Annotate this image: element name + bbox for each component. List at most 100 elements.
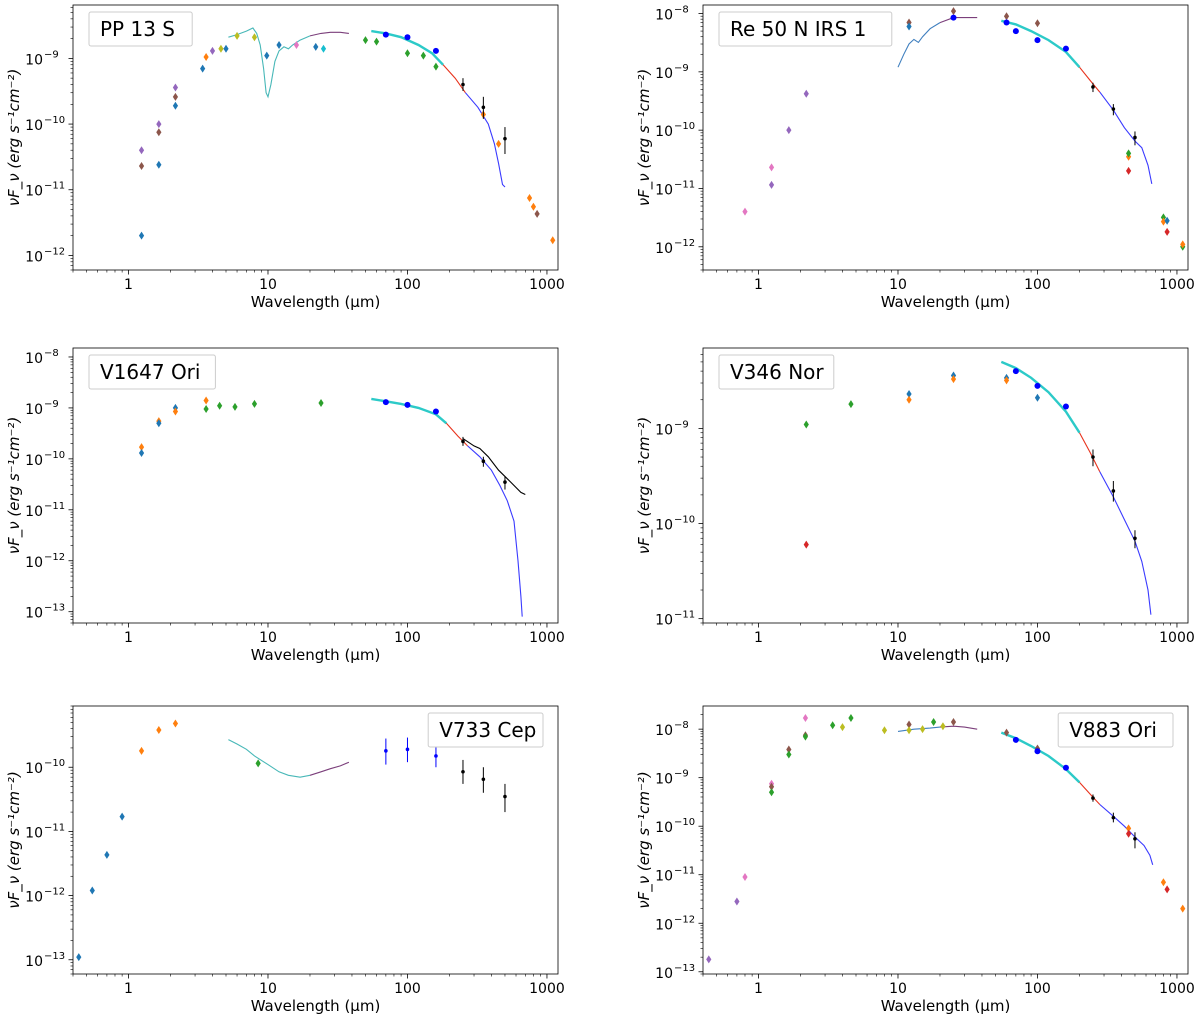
herschel-point xyxy=(432,47,439,54)
chart-title: Re 50 N IRS 1 xyxy=(730,17,866,41)
photometry-point xyxy=(906,395,912,404)
data-layer xyxy=(138,27,556,245)
photometry-point xyxy=(203,396,209,405)
x-tick-label: 1000 xyxy=(529,277,565,293)
chart-title: PP 13 S xyxy=(100,17,175,41)
photometry-point xyxy=(550,236,556,245)
y-tick-label: 10 xyxy=(25,402,43,418)
error-bar-point xyxy=(1133,536,1137,541)
herschel-point xyxy=(404,34,411,41)
y-tick-exponent: −11 xyxy=(44,501,65,512)
data-layer xyxy=(742,7,1186,251)
photometry-point xyxy=(293,40,300,49)
y-tick-exponent: −13 xyxy=(44,951,65,962)
error-bar-point xyxy=(1133,135,1137,140)
x-tick-label: 100 xyxy=(1024,277,1051,293)
y-tick-exponent: −10 xyxy=(674,515,695,526)
x-tick-label: 10 xyxy=(259,277,277,293)
y-tick-label: 10 xyxy=(655,66,673,82)
photometry-point xyxy=(534,209,540,218)
photometry-point xyxy=(1160,213,1167,222)
herschel-point xyxy=(950,14,957,21)
x-tick-label: 1000 xyxy=(529,981,565,997)
spectrum-line-1 xyxy=(897,22,941,68)
y-tick-exponent: −8 xyxy=(674,5,689,16)
y-tick-label: 10 xyxy=(25,118,43,134)
photometry-point xyxy=(1160,878,1167,887)
y-tick-exponent: −11 xyxy=(674,610,695,621)
y-axis-label: νF_ν (erg s⁻¹cm⁻²) xyxy=(635,771,654,909)
photometry-point xyxy=(848,713,854,722)
photometry-point xyxy=(203,405,209,414)
x-tick-label: 100 xyxy=(394,630,421,646)
x-axis-label: Wavelength (μm) xyxy=(881,646,1011,664)
photometry-point xyxy=(89,886,95,895)
error-bar-point xyxy=(481,105,486,110)
data-layer xyxy=(803,360,1152,615)
y-tick-label: 10 xyxy=(25,606,43,622)
herschel-point xyxy=(1062,764,1069,771)
x-tick-label: 10 xyxy=(259,981,277,997)
y-axis-label: νF_ν (erg s⁻¹cm⁻²) xyxy=(635,69,654,207)
error-bar-point xyxy=(461,769,465,774)
y-tick-exponent: −11 xyxy=(674,179,695,190)
photometry-point xyxy=(156,726,162,735)
photometry-point xyxy=(209,46,216,55)
herschel-point xyxy=(1012,28,1019,35)
photometry-point xyxy=(255,759,261,768)
photometry-point xyxy=(734,897,740,906)
y-axis-label: νF_ν (erg s⁻¹cm⁻²) xyxy=(5,417,24,555)
x-tick-label: 1 xyxy=(124,630,133,646)
error-bar-point xyxy=(1133,837,1137,841)
y-tick-label: 10 xyxy=(25,954,43,970)
herschel-point xyxy=(1034,382,1041,389)
photometry-point xyxy=(420,51,426,60)
spectrum-line-2 xyxy=(1079,432,1101,473)
plot-frame xyxy=(702,4,1189,271)
data-layer xyxy=(76,719,507,962)
photometry-point xyxy=(742,872,748,881)
spectrum-line-4 xyxy=(462,438,526,495)
photometry-point xyxy=(217,401,223,410)
y-axis-label: νF_ν (erg s⁻¹cm⁻²) xyxy=(635,417,654,555)
y-tick-exponent: −10 xyxy=(674,817,695,828)
photometry-point xyxy=(768,788,775,797)
photometry-point xyxy=(848,400,854,409)
y-tick-exponent: −13 xyxy=(44,603,65,614)
spectrum-line-1 xyxy=(228,27,311,99)
photometry-point xyxy=(156,160,162,169)
y-tick-exponent: −13 xyxy=(674,963,695,974)
error-bar-point xyxy=(434,754,438,758)
x-tick-label: 1 xyxy=(754,981,763,997)
photometry-point xyxy=(373,37,380,46)
photometry-point xyxy=(1125,149,1132,158)
x-tick-label: 10 xyxy=(259,630,277,646)
photometry-point xyxy=(276,40,282,49)
error-bar-point xyxy=(1091,455,1095,459)
x-tick-label: 100 xyxy=(394,981,421,997)
photometry-point xyxy=(234,31,240,40)
y-tick-label: 10 xyxy=(655,422,673,438)
y-tick-exponent: −10 xyxy=(44,758,65,769)
photometry-point xyxy=(950,718,957,727)
photometry-point xyxy=(1034,19,1041,28)
photometry-point xyxy=(768,163,775,172)
herschel-point xyxy=(1062,403,1069,410)
photometry-point xyxy=(1125,829,1132,838)
photometry-point xyxy=(803,540,809,549)
photometry-point xyxy=(232,402,238,411)
photometry-point xyxy=(156,128,162,137)
y-tick-exponent: −12 xyxy=(674,238,695,249)
title-box xyxy=(427,712,544,748)
y-tick-exponent: −9 xyxy=(674,769,689,780)
data-layer xyxy=(706,713,1186,964)
photometry-point xyxy=(950,7,957,16)
error-bar-point xyxy=(503,794,507,799)
y-tick-exponent: −10 xyxy=(674,121,695,132)
y-tick-exponent: −12 xyxy=(44,887,65,898)
y-tick-label: 10 xyxy=(25,184,43,200)
y-tick-exponent: −10 xyxy=(44,450,65,461)
